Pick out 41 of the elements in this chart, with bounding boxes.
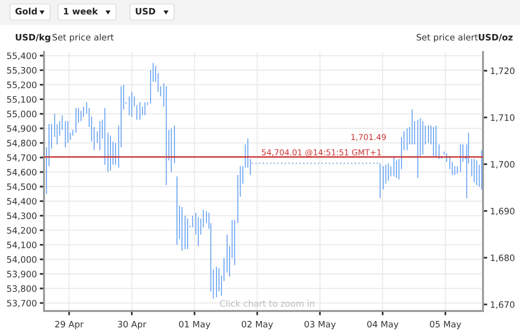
y-tick-label: 54,100 [7,242,36,250]
y-tick-label: 54,400 [7,198,36,206]
y-tick-label: 54,700 [7,154,36,162]
y-axis-title: USD/kg [16,34,50,42]
y-tick-label: 55,200 [7,82,36,90]
text: Set price alert [52,34,114,42]
x-tick-label: 01 May [179,320,210,330]
text: Gold [15,8,37,15]
y2-tick-label: 1,680 [490,254,514,262]
text: 1 week [64,8,98,15]
x-tick-label: 29 Apr [55,320,84,330]
y-tick-label: 54,000 [7,256,36,264]
y2-tick-label: 1,690 [490,208,514,216]
y-tick-label: 54,300 [7,212,36,220]
x-tick-label: 03 May [304,320,336,330]
y-tick-label: 54,200 [7,227,36,235]
y-tick-label: 54,900 [7,125,36,133]
x-tick-label: 02 May [242,320,273,330]
y-tick-label: 54,500 [7,183,36,191]
annotation: 1,701.49 [351,134,386,141]
x-tick-label: 04 May [367,320,398,330]
y-tick-label: 55,300 [7,67,36,75]
y-tick-label: 53,900 [7,270,36,278]
y-tick-label: 55,000 [7,110,36,118]
text: USD [136,8,156,15]
y-tick-label: 54,600 [7,168,36,176]
y-tick-label: 53,700 [7,300,36,308]
y-tick-label: 55,400 [7,52,36,60]
y2-tick-label: 1,670 [490,301,514,309]
y-tick-label: 55,100 [7,96,36,104]
y-tick-label: 53,800 [7,285,36,293]
text: Set price alert [416,34,478,42]
annotation: Click chart to zoom in [220,300,314,307]
y2-tick-label: 1,720 [490,68,514,76]
y-tick-label: 54,800 [7,140,36,148]
y2-tick-label: 1,700 [490,161,514,169]
x-tick-label: 05 May [430,320,462,330]
ref-line-label: 54,704.01 @14:51:51 GMT+1 [262,149,381,157]
x-tick-label: 30 Apr [118,320,146,330]
y2-tick-label: 1,710 [490,114,514,122]
y2-axis-title: USD/oz [478,34,513,42]
